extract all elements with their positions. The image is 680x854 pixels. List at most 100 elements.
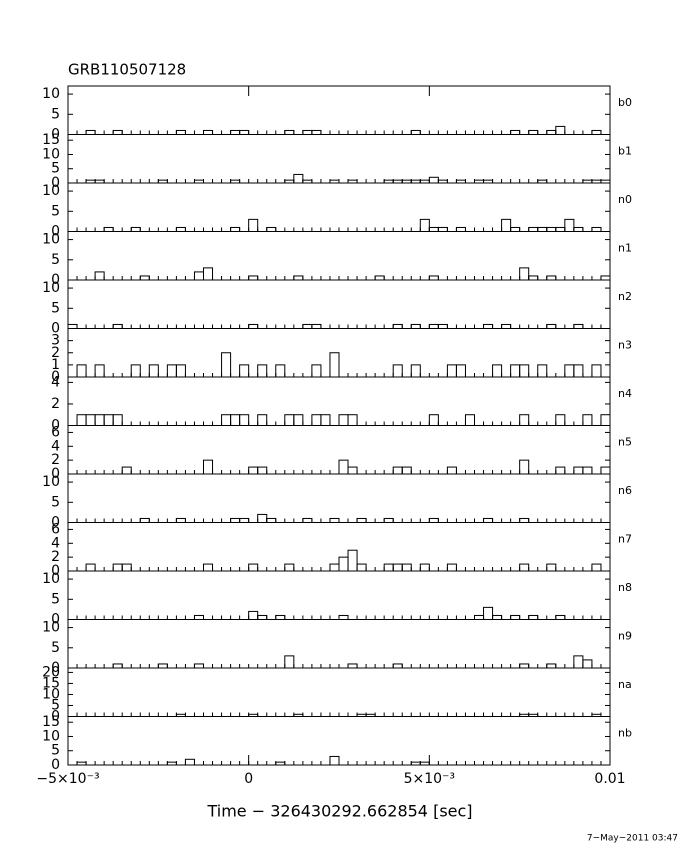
bar (501, 323, 512, 330)
footer: 7−May−2011 03:47 (587, 834, 678, 844)
bar (94, 271, 105, 281)
panel-frame (67, 473, 611, 523)
bar (483, 606, 494, 620)
bar (446, 466, 457, 475)
bar (564, 218, 575, 232)
bar (591, 226, 602, 232)
y-tick-label: 0 (51, 127, 60, 143)
bar (428, 414, 439, 427)
bar (419, 218, 430, 232)
bar (230, 226, 241, 232)
panel-frame (67, 182, 611, 232)
bar (546, 323, 557, 330)
bar (193, 614, 204, 620)
bar (492, 614, 503, 620)
y-tick-label: 0 (51, 515, 60, 531)
bar (284, 655, 295, 669)
bar (401, 563, 412, 572)
bar (239, 129, 250, 135)
bar (356, 517, 367, 523)
bar (573, 226, 584, 232)
bar (410, 323, 421, 330)
y-tick-label: 10 (42, 86, 60, 102)
y-tick-label: 5 (51, 300, 60, 316)
bar (528, 129, 539, 135)
bar (383, 517, 394, 523)
panel-name: n5 (618, 435, 632, 448)
panel-frame (67, 134, 611, 184)
bar (103, 226, 114, 232)
bar (555, 125, 566, 135)
y-tick-label: 0 (51, 660, 60, 676)
bar (519, 414, 530, 427)
bar (193, 663, 204, 669)
y-tick-label: 0 (51, 563, 60, 579)
bar (338, 614, 349, 620)
panel-name: b1 (618, 144, 632, 157)
bar (239, 364, 250, 378)
bar (519, 517, 530, 523)
panel-name: n4 (618, 387, 632, 400)
bar (419, 563, 430, 572)
bar (347, 663, 358, 669)
y-tick-label: 10 (42, 474, 60, 490)
bar (166, 761, 177, 766)
bar (546, 226, 557, 232)
bar (455, 364, 466, 378)
bar (130, 226, 141, 232)
y-tick-label: 0 (51, 175, 60, 191)
bar (555, 614, 566, 620)
y-tick-label: 6 (51, 521, 60, 537)
bar (148, 364, 159, 378)
bar (239, 414, 250, 427)
panel-frame (67, 570, 611, 620)
y-tick-label: 10 (42, 232, 60, 248)
y-tick-label: 15 (42, 675, 60, 691)
bar (284, 129, 295, 135)
bar (293, 275, 304, 281)
bar (600, 466, 611, 475)
bar (564, 364, 575, 378)
bar (428, 176, 439, 184)
bar (94, 414, 105, 427)
panel-name: n9 (618, 629, 632, 642)
bar (293, 414, 304, 427)
bar (230, 414, 241, 427)
y-tick-label: 0 (51, 418, 60, 434)
bar (437, 226, 448, 232)
bar (85, 563, 96, 572)
bar (257, 466, 268, 475)
panel-frame (67, 619, 611, 669)
bar (329, 563, 340, 572)
bar (338, 414, 349, 427)
x-tick-label: 0 (244, 771, 253, 787)
chart-title: GRB110507128 (68, 61, 186, 79)
y-tick-label: 0 (51, 321, 60, 337)
bar (537, 226, 548, 232)
bar (347, 549, 358, 572)
bar (492, 364, 503, 378)
bar (410, 364, 421, 378)
bar (392, 563, 403, 572)
bar (582, 466, 593, 475)
bar (446, 563, 457, 572)
y-tick-label: 5 (51, 640, 60, 656)
bar (383, 563, 394, 572)
bar (203, 267, 214, 281)
bar (203, 459, 214, 475)
panel-frame (67, 279, 611, 329)
bar (67, 323, 78, 330)
y-tick-label: 5 (51, 494, 60, 510)
bar (193, 271, 204, 281)
bar (257, 364, 268, 378)
bar (356, 563, 367, 572)
bar (112, 663, 123, 669)
y-tick-label: 2 (51, 452, 60, 468)
bar (112, 563, 123, 572)
x-axis-label: Time − 326430292.662854 [sec] (206, 802, 472, 821)
bar (510, 226, 521, 232)
bar (483, 323, 494, 330)
bar (266, 517, 277, 523)
bar (419, 761, 430, 766)
